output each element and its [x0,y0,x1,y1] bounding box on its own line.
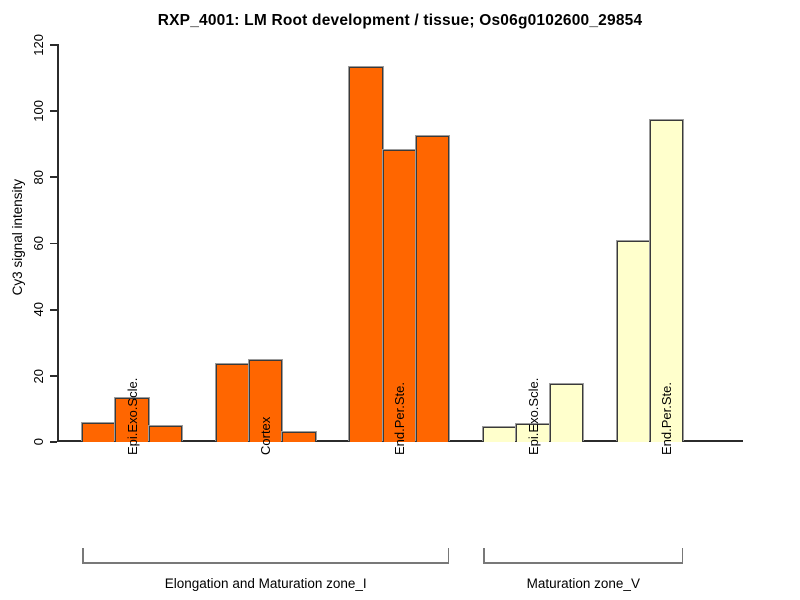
zone-bracket-end-right [447,548,450,564]
y-axis-line [57,44,59,441]
bar-g2-0 [349,66,383,442]
y-tick-label: 20 [31,368,46,384]
bar-g3-1 [516,424,550,442]
bar-g2-2 [416,135,450,442]
bar-g3-2 [549,384,584,442]
bar-g1-0 [215,363,250,442]
y-tick-mark [50,374,57,377]
bar-g0-0 [82,423,116,442]
zone-label-0: Elongation and Maturation zone_I [164,576,367,591]
bar-g4-0 [616,240,651,442]
y-tick-mark [50,308,57,311]
zone-bracket-end-left [483,548,485,564]
zone-bracket-end-left [82,548,84,564]
bar-g3-0 [483,427,517,442]
y-axis-label: Cy3 signal intensity [9,178,25,296]
y-tick-label: 80 [31,170,46,185]
bar-g4-1 [650,120,684,442]
bar-g2-1 [382,150,417,442]
y-tick-mark [50,441,57,443]
zone-bracket-line [483,562,684,564]
y-tick-label: 40 [31,302,46,317]
zone-label-1: Maturation zone_V [526,576,640,591]
chart-title: RXP_4001: LM Root development / tissue; … [157,12,643,29]
bar-g1-2 [282,432,316,442]
y-tick-label: 60 [31,236,46,251]
bar-g0-1 [115,397,149,442]
y-tick-label: 0 [31,438,46,446]
bar-g0-2 [148,426,183,442]
y-tick-mark [50,44,57,46]
y-tick-mark [50,242,57,245]
zone-bracket-end-right [681,548,684,564]
y-tick-mark [50,110,57,112]
y-tick-label: 120 [31,34,46,56]
bar-g1-1 [249,360,283,442]
zone-bracket-line [82,562,450,564]
y-tick-label: 100 [31,100,46,123]
y-tick-mark [50,176,57,179]
